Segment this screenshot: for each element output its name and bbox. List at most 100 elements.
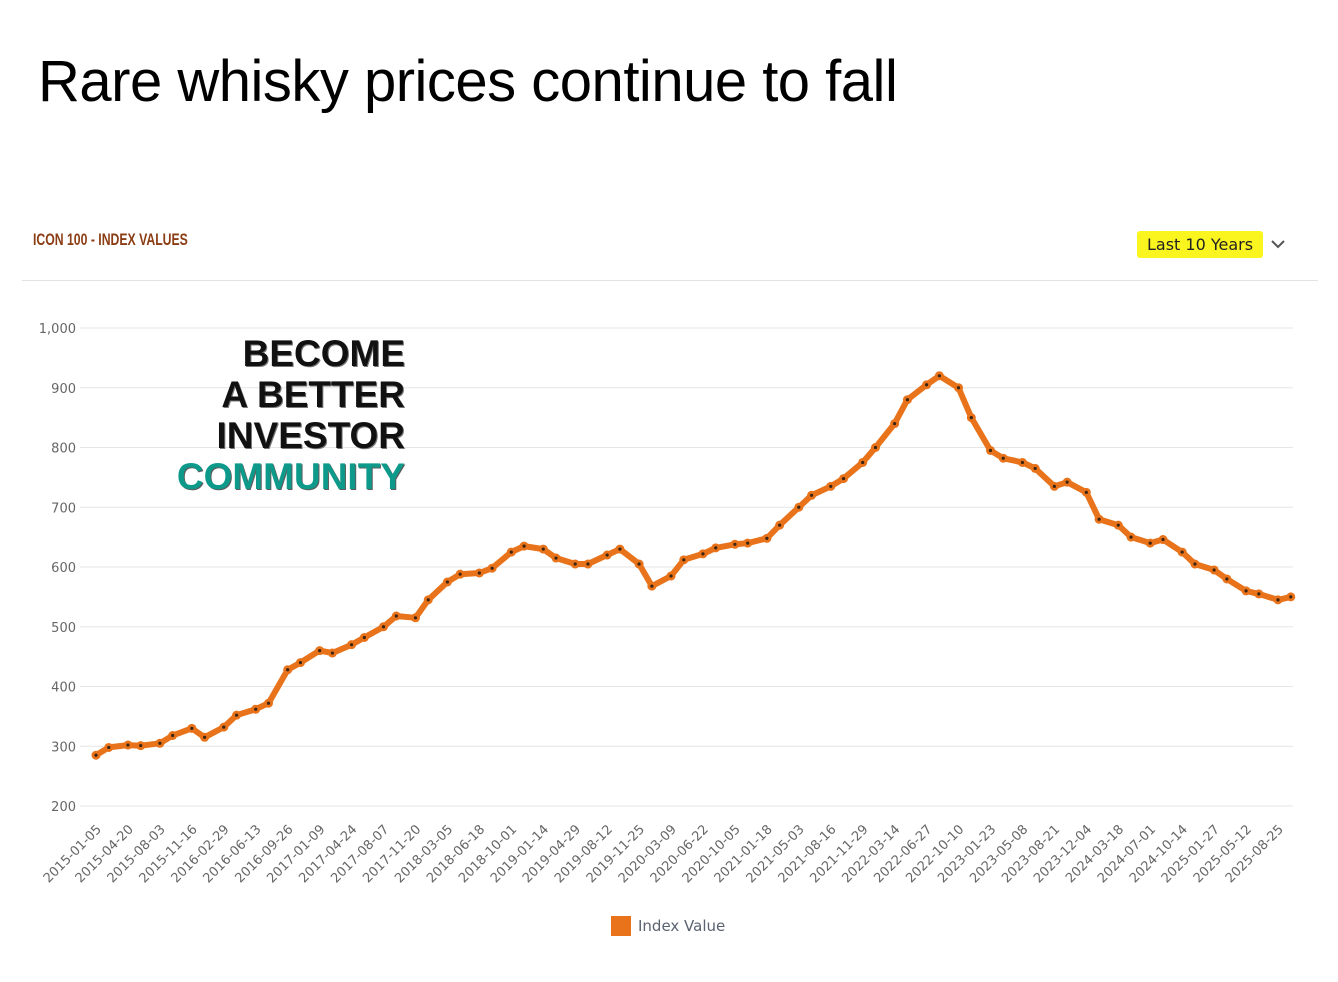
data-point-core: [1097, 517, 1101, 521]
data-point-core: [809, 493, 814, 497]
data-point-core: [797, 505, 801, 509]
promo-line-2: A BETTER: [221, 374, 405, 415]
y-tick-label: 1,000: [39, 322, 76, 337]
data-point-core: [126, 743, 130, 747]
data-point-core: [1033, 466, 1037, 471]
data-point-core: [1020, 460, 1025, 465]
data-point-core: [362, 635, 366, 640]
data-point-core: [158, 741, 162, 745]
data-point-core: [381, 625, 386, 629]
data-point-core: [1084, 490, 1088, 494]
promo-line-4: COMMUNITY: [176, 456, 405, 497]
chevron-down-icon[interactable]: [1271, 239, 1285, 249]
data-point-core: [477, 571, 481, 575]
data-point-core: [171, 733, 175, 738]
data-point-core: [682, 558, 686, 562]
data-point-core: [988, 448, 993, 453]
data-point-core: [107, 745, 111, 750]
headline: Rare whisky prices continue to fall: [38, 49, 898, 114]
data-point-core: [394, 614, 398, 618]
data-point-core: [522, 544, 526, 548]
data-point-core: [1116, 523, 1120, 527]
data-point-core: [650, 584, 654, 588]
data-point-core: [1276, 598, 1280, 602]
y-tick-label: 500: [51, 621, 76, 636]
data-point-core: [969, 416, 973, 420]
y-tick-label: 600: [51, 561, 76, 576]
data-point-core: [746, 541, 750, 545]
promo-line-3: INVESTOR: [216, 415, 405, 456]
data-point-core: [190, 726, 194, 730]
data-point-core: [541, 547, 545, 551]
data-point-core: [222, 725, 226, 729]
data-point-core: [330, 651, 334, 655]
data-point-core: [701, 552, 705, 556]
series-layer: [91, 371, 1296, 760]
data-point-core: [605, 553, 609, 557]
y-tick-label: 800: [51, 442, 76, 457]
y-tick-label: 700: [51, 501, 76, 516]
range-dropdown-label[interactable]: Last 10 Years: [1137, 230, 1264, 258]
data-point-core: [286, 668, 290, 672]
data-point-core: [458, 572, 462, 576]
data-point-core: [924, 383, 929, 387]
data-point-core: [1193, 562, 1197, 566]
data-point-core: [893, 422, 897, 426]
data-point-core: [1244, 589, 1248, 593]
data-point-core: [765, 536, 769, 540]
data-point-core: [1129, 535, 1133, 539]
data-point-core: [266, 701, 271, 705]
data-point-core: [426, 598, 430, 602]
legend-label: Index Value: [638, 917, 726, 935]
data-point-core: [1257, 592, 1261, 596]
data-point-core: [203, 735, 207, 739]
data-point-core: [829, 484, 833, 488]
data-point-core: [1212, 568, 1216, 572]
legend-swatch: [611, 916, 631, 936]
data-point-core: [445, 580, 450, 584]
data-point-core: [298, 661, 303, 665]
data-point-core: [234, 713, 239, 717]
data-point-core: [254, 707, 258, 711]
data-point-core: [1148, 541, 1152, 545]
data-point-core: [413, 616, 418, 620]
data-point-core: [490, 566, 494, 570]
data-point-core: [669, 574, 673, 578]
data-point-core: [509, 550, 513, 554]
y-tick-label: 200: [51, 800, 76, 815]
data-point-core: [586, 562, 590, 566]
panel-divider: [22, 280, 1318, 281]
promo-banner: BECOME A BETTER INVESTOR COMMUNITY: [140, 333, 405, 497]
data-point-core: [1065, 480, 1069, 484]
data-point-core: [714, 546, 718, 550]
data-point-core: [1180, 550, 1184, 554]
panel-title: ICON 100 - INDEX VALUES: [33, 230, 188, 249]
data-point-core: [778, 523, 782, 527]
data-point-core: [637, 562, 641, 566]
promo-line-1: BECOME: [242, 333, 405, 374]
data-point-core: [618, 547, 622, 551]
data-point-core: [318, 649, 322, 653]
y-tick-label: 300: [51, 740, 76, 755]
range-dropdown[interactable]: Last 10 Years: [1137, 229, 1285, 259]
data-point-core: [861, 460, 865, 465]
data-point-core: [573, 562, 577, 566]
y-axis-ticks: 200 300 400 500 600 700 800 900 1,000: [39, 322, 76, 815]
series-line: [93, 372, 1294, 759]
data-point-core: [841, 476, 846, 481]
data-point-core: [94, 753, 98, 757]
data-point-core: [349, 643, 354, 647]
data-point-core: [1052, 484, 1056, 488]
data-point-core: [1161, 537, 1165, 542]
data-point-core: [1001, 456, 1005, 460]
data-point-core: [554, 556, 558, 560]
data-point-core: [905, 398, 910, 402]
data-point-core: [1225, 577, 1229, 581]
y-tick-label: 900: [51, 382, 76, 397]
x-axis-ticks: 2015-01-052015-04-202015-08-032015-11-16…: [41, 822, 1287, 886]
data-point-core: [873, 445, 878, 450]
data-point-core: [139, 744, 143, 748]
data-point-core: [956, 386, 961, 390]
legend-item-index-value[interactable]: Index Value: [611, 916, 725, 936]
